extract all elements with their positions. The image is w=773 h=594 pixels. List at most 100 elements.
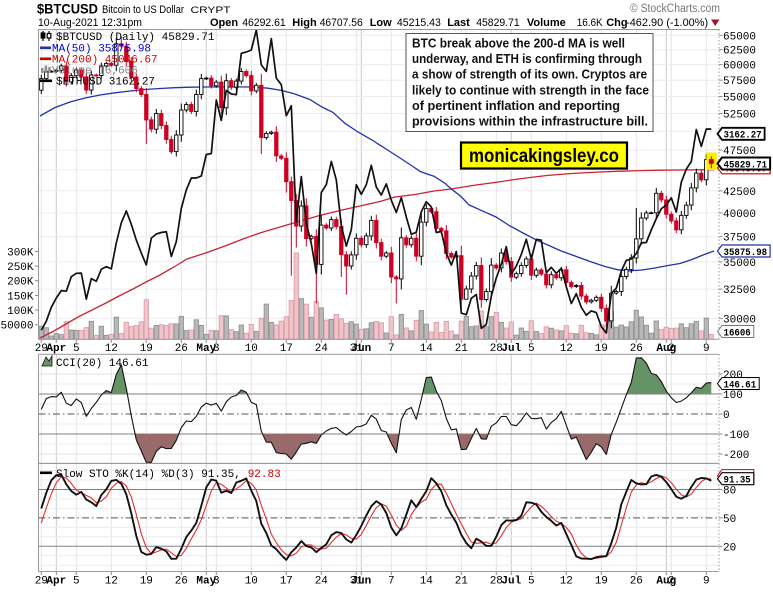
svg-text:5: 5	[73, 343, 80, 355]
svg-text:29: 29	[35, 576, 48, 588]
svg-text:46292.61: 46292.61	[242, 17, 286, 29]
svg-text:100: 100	[723, 390, 743, 402]
svg-text:Chg: Chg	[606, 17, 627, 29]
svg-text:of pertinent inflation and re: of pertinent inflation and reporting	[412, 98, 620, 113]
svg-text:Volume 16,606: Volume 16,606	[52, 66, 138, 78]
svg-text:45829.71: 45829.71	[476, 17, 520, 29]
svg-text:26: 26	[630, 343, 643, 355]
svg-text:19: 19	[595, 343, 608, 355]
svg-text:50: 50	[723, 514, 736, 526]
svg-text:146.61: 146.61	[724, 379, 757, 391]
svg-text:42500: 42500	[723, 187, 756, 199]
svg-text:MA(50) 35875.98: MA(50) 35875.98	[52, 44, 151, 56]
svg-text:35000: 35000	[723, 258, 756, 270]
svg-text:5: 5	[528, 576, 535, 588]
svg-text:7: 7	[388, 343, 395, 355]
svg-text:$BTCUSD: $BTCUSD	[37, 1, 98, 17]
svg-text:55000: 55000	[723, 93, 756, 105]
svg-text:© StockCharts.com: © StockCharts.com	[630, 3, 720, 15]
svg-text:3162.27: 3162.27	[724, 130, 762, 142]
svg-text:a show of strength of its own.: a show of strength of its own. Cryptos a…	[412, 67, 647, 82]
svg-text:-100: -100	[723, 430, 749, 442]
svg-text:May: May	[196, 576, 216, 588]
svg-text:-462.90 (-1.00%): -462.90 (-1.00%)	[626, 17, 708, 29]
svg-text:Jul: Jul	[501, 343, 521, 355]
svg-text:9: 9	[703, 343, 710, 355]
svg-text:60000: 60000	[723, 61, 756, 73]
svg-text:Open: Open	[210, 17, 238, 29]
svg-text:100K: 100K	[7, 306, 34, 318]
svg-text:10: 10	[245, 576, 258, 588]
svg-text:MA(200) 45046.67: MA(200) 45046.67	[52, 55, 158, 67]
svg-text:26: 26	[175, 343, 188, 355]
svg-text:$BTCUSD (Daily) 45829.71: $BTCUSD (Daily) 45829.71	[56, 32, 215, 44]
svg-text:Jul: Jul	[501, 576, 521, 588]
svg-text:28: 28	[490, 343, 503, 355]
svg-text:provisions within the infrastr: provisions within the infrastructure bil…	[412, 114, 648, 129]
svg-text:65000: 65000	[723, 31, 756, 43]
svg-text:10-Aug-2021 12:31pm: 10-Aug-2021 12:31pm	[38, 17, 142, 29]
svg-text:19: 19	[595, 576, 608, 588]
svg-text:40000: 40000	[723, 209, 756, 221]
svg-text:32500: 32500	[723, 285, 756, 297]
svg-text:14: 14	[420, 576, 434, 588]
svg-text:29: 29	[35, 343, 48, 355]
svg-text:Jun: Jun	[351, 576, 371, 588]
svg-text:80: 80	[723, 486, 736, 498]
svg-text:7: 7	[388, 576, 395, 588]
svg-text:10: 10	[245, 343, 258, 355]
svg-text:5: 5	[73, 576, 80, 588]
svg-text:Apr: Apr	[46, 576, 66, 588]
svg-text:Bitcoin to US Dollar: Bitcoin to US Dollar	[102, 4, 184, 16]
svg-text:50000: 50000	[0, 321, 33, 333]
svg-text:52500: 52500	[723, 110, 756, 122]
svg-text:12: 12	[105, 343, 118, 355]
svg-text:24: 24	[315, 576, 329, 588]
svg-text:19: 19	[140, 576, 153, 588]
svg-text:BTC break above the 200-d MA i: BTC break above the 200-d MA is well	[412, 36, 625, 51]
svg-text:Last: Last	[447, 17, 470, 29]
svg-text:16.6K: 16.6K	[577, 17, 604, 29]
svg-text:CCI(20) 146.61: CCI(20) 146.61	[56, 358, 149, 370]
svg-text:14: 14	[420, 343, 434, 355]
svg-text:200K: 200K	[7, 277, 34, 289]
svg-text:Low: Low	[370, 17, 392, 29]
svg-text:$ETHUSD 3162.27: $ETHUSD 3162.27	[56, 77, 155, 89]
svg-text:250K: 250K	[7, 262, 34, 274]
svg-text:31: 31	[350, 343, 364, 355]
svg-text:0: 0	[723, 410, 730, 422]
svg-text:26: 26	[630, 576, 643, 588]
svg-text:Aug: Aug	[656, 343, 676, 355]
svg-text:3: 3	[213, 576, 220, 588]
svg-text:57500: 57500	[723, 76, 756, 88]
svg-text:5: 5	[528, 343, 535, 355]
svg-text:Volume: Volume	[527, 17, 566, 29]
svg-text:19: 19	[140, 343, 153, 355]
svg-text:2: 2	[668, 576, 675, 588]
svg-text:91.35: 91.35	[724, 475, 751, 487]
svg-text:28: 28	[490, 576, 503, 588]
svg-text:26: 26	[175, 576, 188, 588]
svg-text:2: 2	[668, 343, 675, 355]
svg-text:likely to continue with streng: likely to continue with strength in the …	[412, 82, 649, 97]
svg-text:High: High	[292, 17, 317, 29]
svg-text:12: 12	[105, 576, 118, 588]
svg-text:45215.43: 45215.43	[397, 17, 441, 29]
svg-text:21: 21	[455, 343, 469, 355]
svg-text:Slow STO %K(14) %D(3) 91.35,: Slow STO %K(14) %D(3) 91.35,	[56, 469, 241, 481]
svg-text:46707.56: 46707.56	[320, 17, 363, 29]
svg-text:24: 24	[315, 343, 329, 355]
svg-text:92.83: 92.83	[248, 469, 281, 481]
svg-text:21: 21	[455, 576, 469, 588]
svg-text:monicakingsley.co: monicakingsley.co	[469, 145, 619, 167]
svg-text:underway, and ETH is confirmin: underway, and ETH is confirming through	[412, 51, 642, 66]
svg-text:Apr: Apr	[46, 343, 66, 355]
svg-text:17: 17	[280, 576, 293, 588]
svg-text:12: 12	[560, 576, 573, 588]
svg-text:12: 12	[560, 343, 573, 355]
svg-text:-200: -200	[723, 450, 749, 462]
svg-text:31: 31	[350, 576, 364, 588]
svg-text:3: 3	[213, 343, 220, 355]
svg-text:300K: 300K	[7, 247, 34, 259]
svg-text:20: 20	[723, 542, 736, 554]
